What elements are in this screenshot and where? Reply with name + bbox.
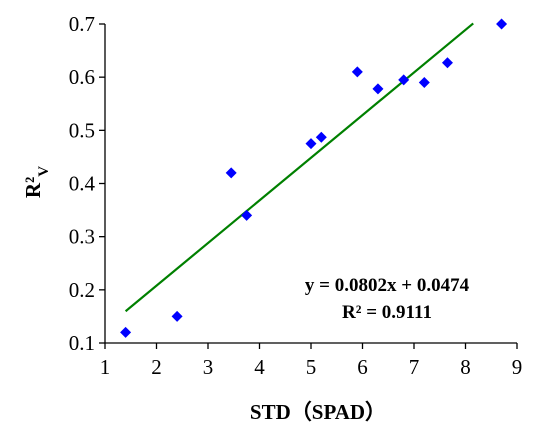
data-point-1 (171, 310, 183, 322)
x-tick-label: 8 (460, 355, 471, 379)
data-point-5 (315, 131, 327, 143)
y-tick-label: 0.5 (69, 118, 95, 142)
data-point-4 (305, 138, 317, 150)
x-tick-label: 3 (203, 355, 214, 379)
y-tick-label: 0.2 (69, 278, 95, 302)
data-point-2 (225, 167, 237, 179)
data-point-7 (372, 83, 384, 95)
data-point-3 (241, 209, 253, 221)
data-point-0 (120, 326, 132, 338)
x-tick-label: 7 (409, 355, 420, 379)
data-point-9 (418, 76, 430, 88)
x-tick-label: 4 (254, 355, 265, 379)
y-tick-label: 0.3 (69, 225, 95, 249)
trendline-equation: y = 0.0802x + 0.0474 (305, 275, 470, 296)
y-tick-label: 0.4 (69, 172, 96, 196)
y-axis-title: R²V (21, 166, 52, 198)
x-axis-title: STD（SPAD） (250, 400, 386, 424)
x-tick-label: 9 (512, 355, 523, 379)
x-tick-label: 2 (151, 355, 162, 379)
x-tick-label: 1 (100, 355, 111, 379)
x-tick-label: 6 (357, 355, 368, 379)
y-axis-title-subscript: V (36, 166, 52, 177)
data-points (120, 18, 508, 338)
y-axis-ticks: 0.1 0.2 0.3 0.4 0.5 0.6 0.7 (69, 12, 105, 355)
data-point-6 (351, 66, 363, 78)
y-tick-label: 0.1 (69, 331, 95, 355)
data-point-10 (441, 57, 453, 69)
y-axis-title-main: R² (21, 177, 45, 198)
data-point-8 (398, 74, 410, 86)
y-tick-label: 0.6 (69, 65, 95, 89)
r-squared-label: R² = 0.9111 (342, 302, 432, 323)
x-tick-label: 5 (306, 355, 317, 379)
data-point-11 (496, 18, 508, 30)
trendline (124, 22, 474, 313)
x-axis-ticks: 1 2 3 4 5 6 7 8 9 (100, 343, 523, 379)
y-tick-label: 0.7 (69, 12, 95, 36)
